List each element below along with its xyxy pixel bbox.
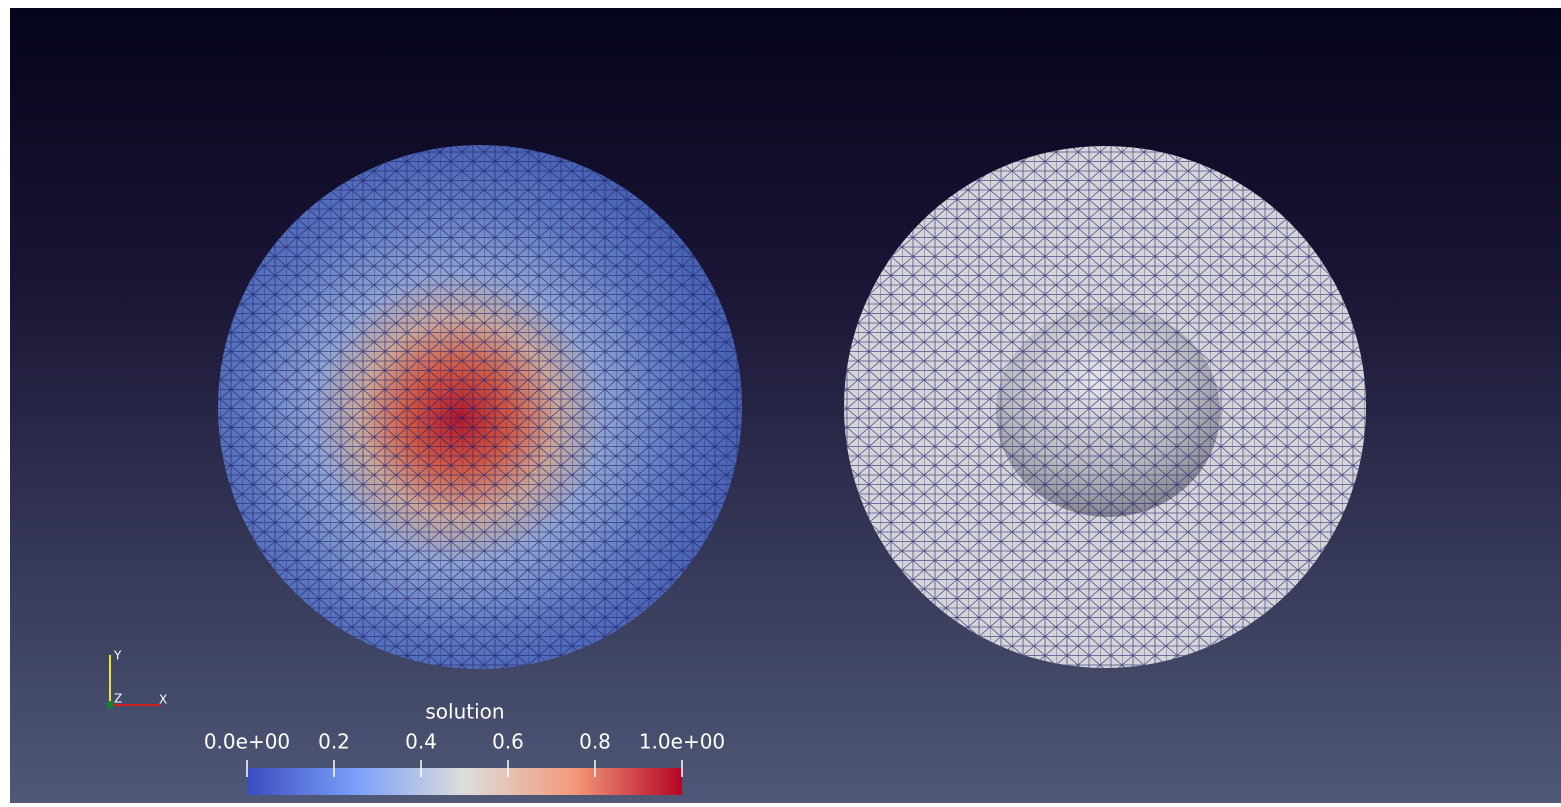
tick-label: 0.6 <box>492 730 524 754</box>
tick-label: 0.8 <box>579 730 611 754</box>
colorbar <box>247 768 682 795</box>
colorbar-title: solution <box>425 700 504 724</box>
tick-label: 1.0e+00 <box>639 730 725 754</box>
sphere-mesh <box>218 145 742 669</box>
y-label: Y <box>113 649 122 663</box>
tick-label: 0.4 <box>405 730 437 754</box>
render-view[interactable]: Y Z X solution 0.0e+00 0.2 0.4 0.6 0.8 1.0e+0… <box>0 0 1561 803</box>
z-label: Z <box>114 692 122 706</box>
z-axis <box>106 701 114 709</box>
tick-label: 0.2 <box>318 730 350 754</box>
disc-mesh <box>844 146 1366 668</box>
x-label: X <box>159 693 167 707</box>
tick-label: 0.0e+00 <box>204 730 290 754</box>
page: {"colorbar": {"title": "solution", "rang… <box>0 0 1561 803</box>
